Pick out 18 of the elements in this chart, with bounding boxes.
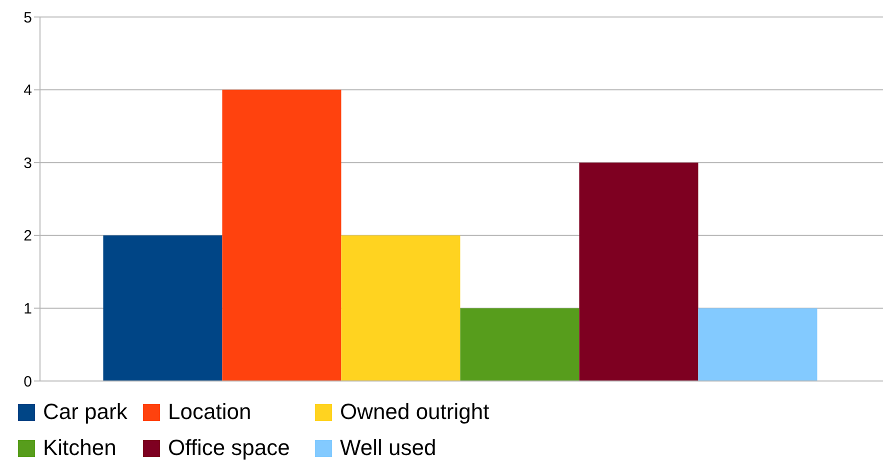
bar [460, 308, 580, 381]
legend-label: Owned outright [340, 399, 490, 425]
y-tick-label: 3 [24, 154, 32, 172]
bar [579, 162, 698, 381]
legend-label: Car park [43, 399, 128, 425]
y-tick-label: 5 [24, 9, 32, 26]
bar [698, 308, 818, 381]
legend-label: Well used [340, 435, 436, 461]
y-tick-label: 0 [24, 373, 32, 390]
y-tick-label: 1 [24, 300, 32, 318]
y-tick-label: 2 [24, 228, 32, 245]
legend-label: Office space [168, 435, 290, 461]
legend-label: Location [168, 399, 252, 425]
legend-label: Kitchen [43, 435, 116, 461]
bar [103, 235, 222, 381]
bar [222, 90, 342, 381]
y-tick-label: 4 [24, 82, 32, 100]
bar [341, 235, 460, 381]
